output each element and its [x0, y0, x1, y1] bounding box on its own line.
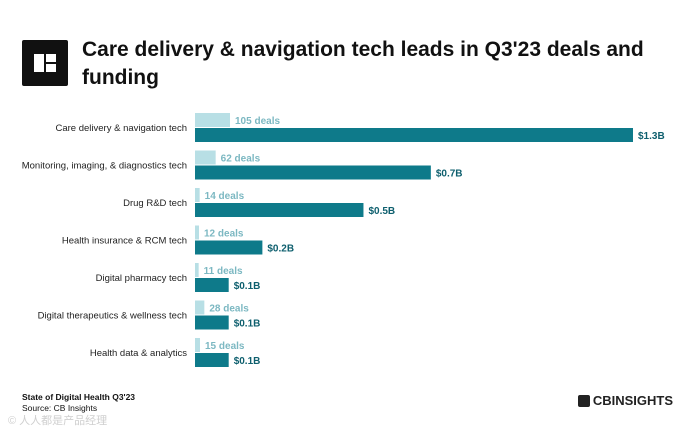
funding-bar [195, 315, 229, 330]
report-name: State of Digital Health Q3'23 [22, 392, 136, 402]
brand-text: CBINSIGHTS [592, 393, 673, 408]
funding-bar [195, 165, 431, 180]
deals-label: 11 deals [204, 266, 243, 277]
deals-bar [195, 300, 205, 315]
funding-bar [195, 128, 633, 142]
cb-logo-icon [22, 40, 68, 86]
funding-bar [195, 240, 263, 255]
deals-label: 12 deals [204, 229, 244, 240]
funding-label: $0.7B [436, 169, 463, 180]
footer-source: State of Digital Health Q3'23 Source: CB… [22, 392, 135, 414]
deals-bar [195, 150, 216, 165]
cbinsights-logo-icon [577, 394, 590, 407]
deals-bar [195, 113, 230, 127]
chart-title: Care delivery & navigation tech leads in… [82, 38, 644, 89]
category-label: Digital pharmacy tech [96, 273, 187, 284]
category-label: Health insurance & RCM tech [62, 236, 187, 247]
deals-label: 62 deals [221, 154, 261, 165]
category-label: Monitoring, imaging, & diagnostics tech [22, 161, 187, 172]
funding-bar [195, 203, 364, 217]
deals-bar [195, 225, 199, 240]
deals-label: 15 deals [205, 341, 245, 352]
category-label: Health data & analytics [90, 348, 187, 359]
watermark: © 人人都是产品经理 [8, 415, 108, 427]
deals-bar [195, 188, 200, 202]
deals-label: 28 deals [209, 304, 249, 315]
funding-label: $0.2B [267, 244, 294, 255]
deals-label: 105 deals [235, 116, 280, 127]
deals-bar [195, 338, 200, 352]
deals-label: 14 deals [205, 191, 245, 202]
funding-label: $1.3B [638, 131, 665, 142]
funding-label: $0.1B [234, 319, 261, 330]
funding-label: $0.5B [368, 206, 395, 217]
category-label: Drug R&D tech [123, 198, 187, 209]
funding-label: $0.1B [234, 281, 261, 292]
funding-label: $0.1B [234, 356, 261, 367]
category-label: Digital therapeutics & wellness tech [38, 311, 187, 322]
category-label: Care delivery & navigation tech [56, 123, 188, 134]
funding-bar [195, 353, 229, 367]
cbinsights-brand: CBINSIGHTS [577, 393, 673, 408]
funding-bar [195, 278, 229, 292]
source-text: Source: CB Insights [22, 403, 98, 413]
deals-bar [195, 263, 199, 277]
